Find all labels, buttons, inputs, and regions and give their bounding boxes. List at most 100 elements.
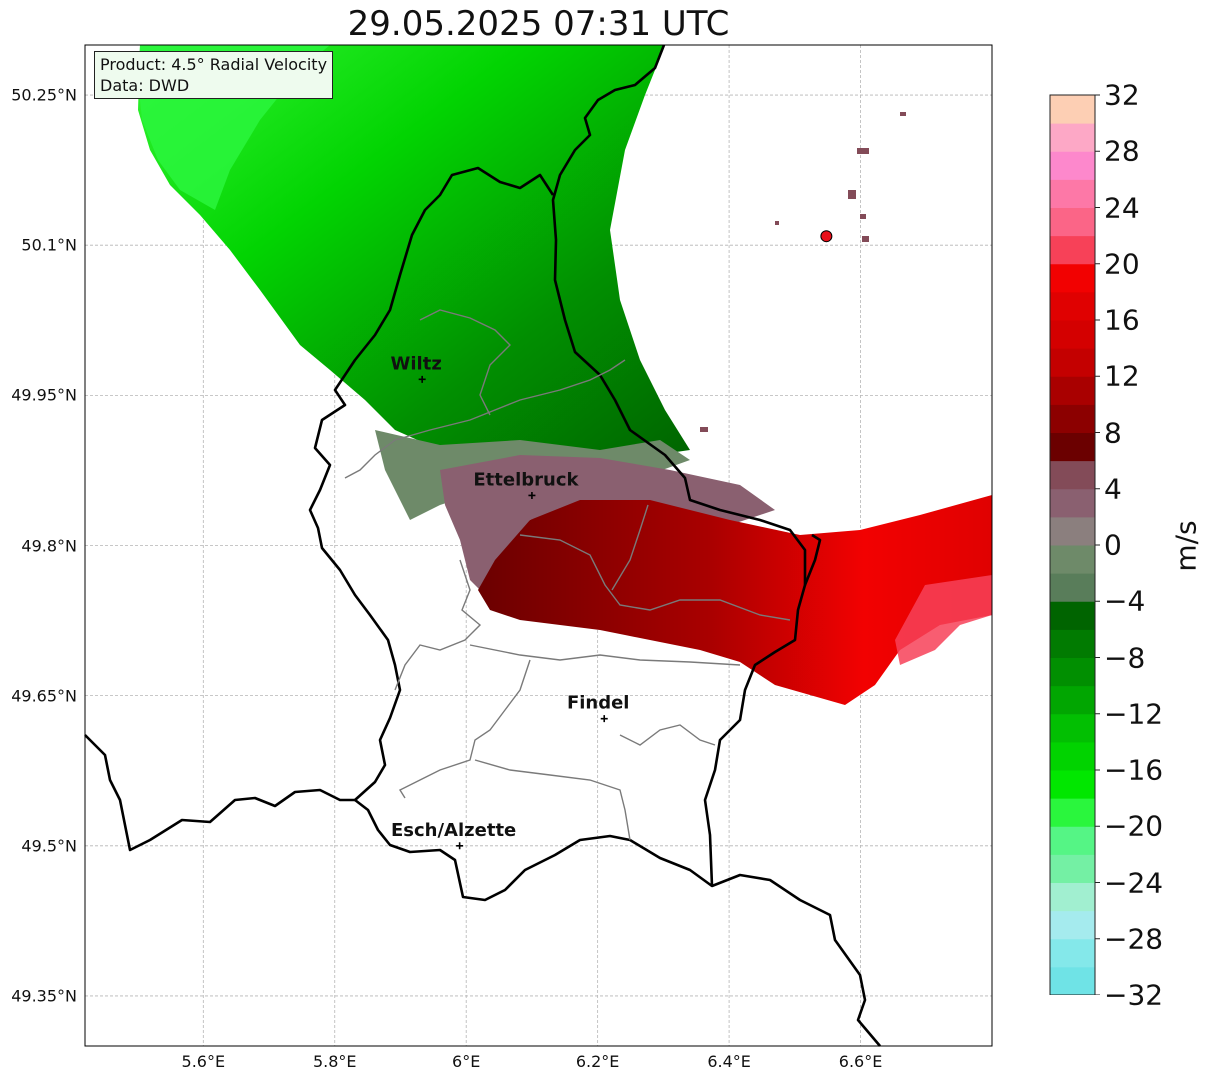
colorbar-tick-label: −12 (1104, 697, 1164, 731)
colorbar-tick-label: 20 (1104, 247, 1140, 281)
colorbar-tick-label: −8 (1104, 641, 1146, 674)
colorbar-band (1050, 376, 1095, 405)
colorbar-bands (1050, 95, 1095, 995)
product-label: Product: 4.5° Radial Velocity (100, 55, 328, 74)
colorbar-band (1050, 770, 1095, 799)
city-marker-icon (456, 842, 464, 850)
canton-boundary-7 (619, 724, 716, 746)
colorbar-band (1050, 123, 1095, 152)
product-info-box: Product: 4.5° Radial Velocity Data: DWD (94, 51, 334, 99)
canton-boundaries (344, 309, 791, 841)
longitude-tick-label: 5.8°E (312, 1052, 357, 1071)
colorbar-tick-label: −24 (1104, 866, 1164, 899)
canton-boundary-5 (469, 644, 741, 666)
colorbar (1049, 94, 1100, 995)
longitude-tick-label: 6.6°E (838, 1052, 883, 1071)
colorbar-band (1050, 798, 1095, 827)
canton-boundary-9 (611, 504, 649, 591)
colorbar-tick-label: −28 (1104, 922, 1164, 956)
colorbar-band (1050, 910, 1095, 940)
colorbar-tick-label: 0 (1104, 528, 1122, 562)
latitude-tick-label: 49.8°N (21, 536, 77, 555)
colorbar-band (1050, 179, 1095, 208)
colorbar-tick-label: −16 (1104, 753, 1164, 787)
latitude-tick-label: 50.1°N (21, 235, 77, 255)
colorbar-tick-label: −32 (1104, 978, 1164, 1012)
latitude-tick-label: 49.65°N (11, 686, 77, 706)
latitude-tick-label: 49.5°N (21, 836, 77, 856)
canton-boundary-3 (394, 559, 482, 691)
canton-boundary-8 (474, 759, 631, 841)
colorbar-band (1050, 151, 1095, 180)
city-label: Wiltz (391, 353, 442, 374)
near-zero-outbound-region (440, 455, 775, 600)
colorbar-tick-label: −20 (1104, 809, 1164, 843)
colorbar-tick-label: 4 (1104, 472, 1122, 506)
city-marker-icon (528, 491, 536, 499)
inbound-velocity-region (138, 45, 690, 460)
longitude-tick-label: 6.2°E (575, 1052, 620, 1071)
city-label: Findel (567, 693, 630, 714)
colorbar-band (1050, 573, 1095, 602)
longitude-tick-label: 5.6°E (181, 1052, 226, 1071)
colorbar-tick-label: 16 (1104, 303, 1140, 337)
city-marker-icon (418, 375, 426, 383)
colorbar-band (1050, 741, 1095, 771)
colorbar-tick-marks (1095, 94, 1100, 995)
colorbar-tick-label: 24 (1104, 191, 1140, 224)
colorbar-band (1050, 291, 1095, 321)
colorbar-band (1050, 657, 1095, 687)
colorbar-band (1050, 235, 1095, 265)
canton-boundary-6 (398, 659, 531, 799)
colorbar-band (1050, 713, 1095, 743)
city-marker-icon (600, 715, 608, 723)
colorbar-unit-label: m/s (1169, 520, 1203, 572)
colorbar-band (1050, 348, 1095, 377)
latitude-tick-label: 50.25°N (11, 85, 77, 105)
canton-boundary-2 (419, 309, 511, 416)
border-west (84, 734, 355, 852)
colorbar-band (1050, 938, 1095, 968)
colorbar-band (1050, 601, 1095, 630)
colorbar-band (1050, 516, 1095, 546)
border-north-east (803, 533, 822, 586)
city-markers: Wiltz Ettelbruck Findel Esch/Alzette (391, 353, 630, 850)
colorbar-tick-label: −4 (1104, 584, 1146, 618)
latitude-tick-label: 49.95°N (11, 385, 77, 405)
radar-velocity-field (138, 45, 992, 705)
radar-site-marker (820, 230, 833, 243)
colorbar-band (1050, 545, 1095, 574)
colorbar-band (1050, 966, 1095, 995)
canton-boundary-1 (344, 359, 626, 479)
colorbar-tick-label: 32 (1104, 78, 1140, 112)
latitude-tick-label: 49.35°N (11, 986, 77, 1006)
city-label: Esch/Alzette (391, 820, 516, 841)
outbound-high-velocity-fringe (895, 575, 992, 665)
border-east (711, 873, 881, 1047)
colorbar-band (1050, 460, 1095, 490)
colorbar-band (1050, 882, 1095, 912)
map-title: 29.05.2025 07:31 UTC (347, 4, 730, 44)
colorbar-band (1050, 854, 1095, 883)
colorbar-tick-label: 12 (1104, 359, 1140, 393)
colorbar-band (1050, 488, 1095, 518)
map-frame (84, 44, 993, 1047)
colorbar-band (1050, 320, 1095, 349)
colorbar-band (1050, 404, 1095, 433)
colorbar-tick-label: 8 (1104, 416, 1122, 449)
canton-boundary-4 (519, 534, 791, 621)
colorbar-frame (1049, 94, 1096, 995)
colorbar-tick-label: 28 (1104, 134, 1140, 168)
city-label: Ettelbruck (473, 469, 579, 490)
isolated-echoes (700, 112, 906, 432)
colorbar-band (1050, 432, 1095, 462)
longitude-tick-label: 6°E (452, 1052, 481, 1071)
longitude-tick-label: 6.4°E (707, 1052, 751, 1071)
colorbar-band (1050, 95, 1095, 124)
data-source-label: Data: DWD (100, 76, 190, 95)
colorbar-band (1050, 629, 1095, 658)
colorbar-band (1050, 685, 1095, 715)
colorbar-band (1050, 207, 1095, 237)
outbound-velocity-region (478, 495, 992, 705)
